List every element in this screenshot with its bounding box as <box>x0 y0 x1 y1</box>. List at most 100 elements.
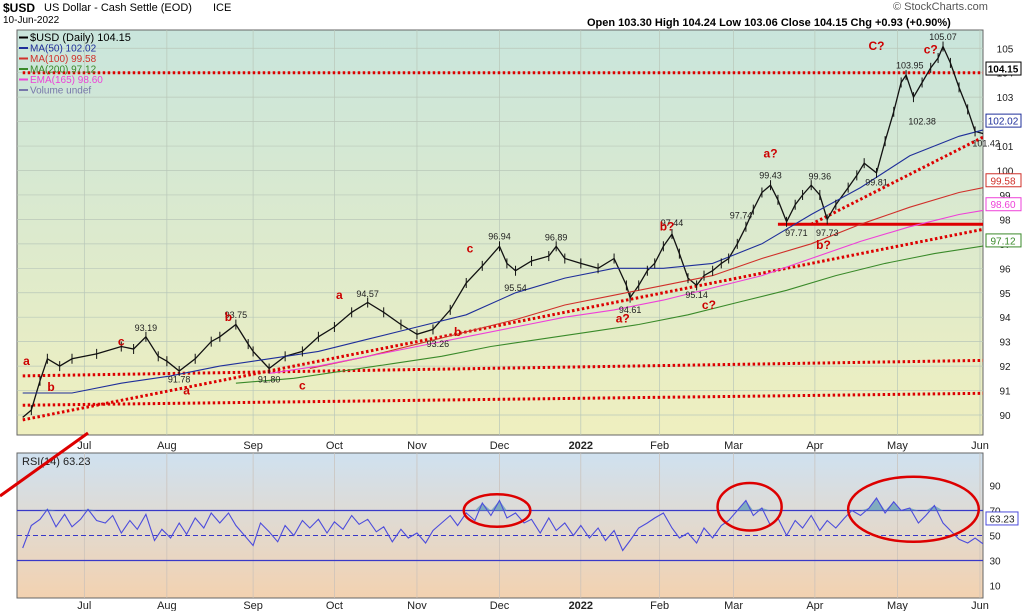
ohlc-readout: Open 103.30 High 104.24 Low 103.06 Close… <box>587 17 951 29</box>
x-tick-top: Aug <box>157 440 177 452</box>
stockcharts-brand: © StockCharts.com <box>893 1 988 13</box>
rsi-y-tick: 50 <box>989 532 1001 543</box>
value-label-box <box>985 233 1022 248</box>
wave-label: a <box>183 384 190 398</box>
value-label: 102.02 <box>988 117 1019 128</box>
price-label: 103.95 <box>896 60 924 70</box>
wave-label: b <box>225 310 232 324</box>
x-tick-bottom: Aug <box>157 600 177 611</box>
x-tick-bottom: Nov <box>407 600 427 611</box>
x-tick-top: Sep <box>243 440 263 452</box>
price-label: 99.36 <box>809 172 832 182</box>
x-tick-bottom: Apr <box>806 600 823 611</box>
x-tick-top: Oct <box>326 440 343 452</box>
x-tick-bottom: Dec <box>490 600 510 611</box>
price-label: 97.74 <box>730 211 753 221</box>
price-label: 99.43 <box>759 170 782 180</box>
price-label: 96.89 <box>545 233 568 243</box>
price-label: 99.81 <box>865 178 888 188</box>
wave-label: a? <box>616 311 630 325</box>
wave-label: b? <box>660 220 675 234</box>
price-label: 91.78 <box>168 375 191 385</box>
price-y-tick: 93 <box>999 338 1011 349</box>
wave-label: b? <box>816 238 831 252</box>
annotation-dotted-line <box>22 358 983 378</box>
x-tick-bottom: Mar <box>724 600 743 611</box>
series-ma200 <box>235 245 983 384</box>
price-label: 97.44 <box>661 218 684 228</box>
wave-label: a <box>23 354 30 368</box>
series-rsi <box>22 496 983 552</box>
price-y-tick: 95 <box>999 289 1011 300</box>
legend-entry: MA(100) 99.58 <box>30 54 97 65</box>
price-y-tick: 103 <box>997 93 1014 104</box>
series-price <box>22 44 983 418</box>
rsi-title: RSI(14) 63.23 <box>22 456 90 468</box>
price-y-tick: 92 <box>999 362 1011 373</box>
series-ma50 <box>22 129 983 394</box>
x-tick-top: Jun <box>971 440 989 452</box>
price-y-tick: 91 <box>999 387 1011 398</box>
price-y-tick: 101 <box>997 142 1014 153</box>
value-label: 99.58 <box>990 176 1015 187</box>
value-label-box <box>985 173 1022 188</box>
price-label: 94.61 <box>619 305 642 315</box>
legend-entry: MA(50) 102.02 <box>30 44 97 55</box>
x-tick-top: Dec <box>490 440 510 452</box>
price-y-tick: 96 <box>999 264 1011 275</box>
price-y-tick: 98 <box>999 215 1011 226</box>
legend-entry: Volume undef <box>30 86 91 97</box>
price-y-tick: 100 <box>997 167 1014 178</box>
x-tick-bottom: Jul <box>77 600 91 611</box>
price-label: 93.19 <box>135 323 158 333</box>
price-label: 96.94 <box>488 232 511 242</box>
price-y-tick: 90 <box>999 411 1011 422</box>
price-label: 94.57 <box>356 289 379 299</box>
x-tick-bottom: Feb <box>650 600 669 611</box>
price-label: 105.07 <box>929 32 957 42</box>
rsi-y-tick: 10 <box>989 582 1001 593</box>
x-tick-bottom: Oct <box>326 600 343 611</box>
value-label: 98.60 <box>990 200 1015 211</box>
wave-label: c <box>299 379 306 393</box>
wave-label: c <box>118 335 125 349</box>
wave-label: c <box>467 242 474 256</box>
symbol-title: $USD <box>3 1 36 15</box>
legend-entry: EMA(165) 98.60 <box>30 75 103 86</box>
x-tick-bottom: Sep <box>243 600 263 611</box>
x-tick-top: Mar <box>724 440 743 452</box>
rsi-highlight-ellipse <box>846 475 981 543</box>
rsi-value-label: 63.23 <box>989 514 1014 525</box>
wave-label: b <box>454 325 461 339</box>
series-ema165 <box>269 209 983 374</box>
annotation-extension-line <box>0 431 89 498</box>
wave-label: a? <box>764 146 778 160</box>
wave-label: b <box>47 380 54 394</box>
wave-label: a <box>336 288 343 302</box>
x-tick-top: Nov <box>407 440 427 452</box>
rsi-highlight-ellipse <box>462 493 532 528</box>
x-tick-top: 2022 <box>569 440 593 452</box>
price-y-tick: 99 <box>999 191 1011 202</box>
x-tick-top: Apr <box>806 440 823 452</box>
annotation-dotted-line <box>22 227 983 422</box>
x-tick-top: Feb <box>650 440 669 452</box>
value-label: 104.15 <box>988 65 1019 76</box>
legend-entry: MA(200) 97.12 <box>30 65 97 76</box>
value-label-box <box>985 61 1022 76</box>
price-label: 101.42 <box>972 139 1000 149</box>
exchange-label: ICE <box>213 2 232 14</box>
price-label: 95.14 <box>685 290 708 300</box>
price-label: 95.54 <box>504 283 527 293</box>
value-label-box <box>985 197 1022 212</box>
price-label: 102.38 <box>908 117 936 127</box>
value-label-box <box>985 113 1022 128</box>
legend-entry: $USD (Daily) 104.15 <box>30 32 131 44</box>
price-label: 97.71 <box>785 228 808 238</box>
x-tick-bottom: Jun <box>971 600 989 611</box>
x-tick-top: Jul <box>77 440 91 452</box>
rsi-y-tick: 90 <box>989 482 1001 493</box>
price-y-tick: 105 <box>997 44 1014 55</box>
x-tick-bottom: 2022 <box>569 600 593 611</box>
